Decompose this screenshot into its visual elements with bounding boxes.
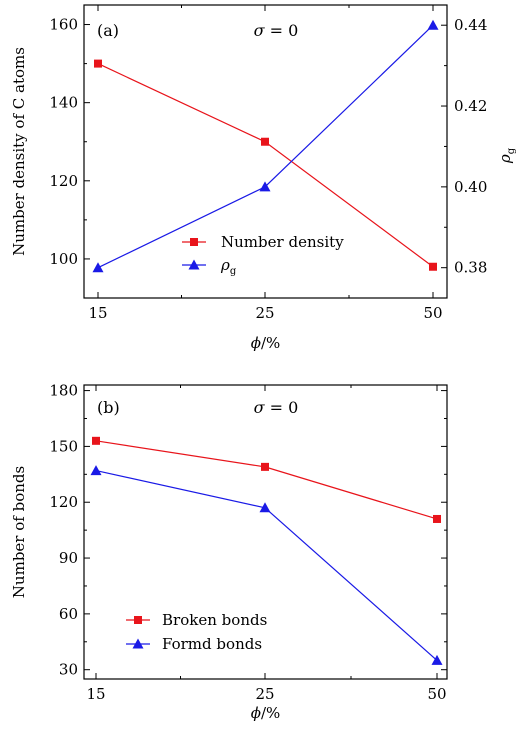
data-point-1-1 — [259, 502, 271, 513]
x-tick-label: 15 — [88, 304, 107, 322]
y-tick-label: 90 — [59, 549, 78, 567]
y-tick-label: 140 — [49, 94, 78, 112]
x-tick-label: 15 — [86, 685, 105, 703]
legend-marker-1 — [132, 638, 144, 649]
annotation: σ = 0 — [254, 21, 299, 40]
y-tick-label: 180 — [49, 382, 78, 400]
y-axis-label: Number of bonds — [10, 466, 28, 598]
data-point-1-1 — [259, 181, 271, 192]
data-point-1-2 — [427, 19, 439, 30]
legend-label-0: Broken bonds — [162, 611, 267, 629]
series-line-1 — [95, 470, 438, 661]
x-tick-label: 50 — [427, 685, 446, 703]
legend-label-1: ρg — [220, 256, 237, 277]
data-point-0-2 — [429, 262, 437, 271]
y-tick-label: 60 — [59, 605, 78, 623]
panel-label: (a) — [97, 21, 119, 40]
data-point-0-0 — [94, 59, 102, 68]
data-point-1-2 — [431, 654, 443, 665]
x-axis-label: ϕ/% — [251, 704, 281, 722]
plot-frame — [83, 384, 448, 680]
y-tick-label: 30 — [59, 661, 78, 679]
legend-marker-0 — [134, 616, 142, 624]
legend-marker-1 — [188, 259, 200, 270]
data-point-0-1 — [261, 462, 269, 471]
y-right-tick-label: 0.42 — [454, 97, 487, 115]
y-right-tick-label: 0.44 — [454, 16, 487, 34]
legend-label-1: Formd bonds — [162, 635, 262, 653]
y-tick-label: 100 — [49, 250, 78, 268]
plot-frame — [83, 4, 448, 299]
x-tick-label: 25 — [255, 685, 274, 703]
panel-a: 100 120 140 160 0.38 0.40 0.42 0.44 15 25 50 ϕ/% Num… — [10, 4, 517, 352]
data-point-1-0 — [90, 465, 102, 476]
y-right-tick-label: 0.40 — [454, 178, 487, 196]
data-point-0-1 — [261, 137, 269, 146]
legend-marker-0 — [190, 238, 198, 246]
y-axis-label: Number density of C atoms — [10, 47, 28, 256]
legend-label-0: Number density — [221, 233, 344, 251]
panel-b: 30 60 90 120 150 180 15 25 50 ϕ/% Number of bonds (… — [10, 382, 448, 722]
y-tick-label: 160 — [49, 16, 78, 34]
panel-label: (b) — [97, 398, 120, 417]
series-line-1 — [97, 24, 434, 269]
data-point-0-2 — [433, 514, 441, 523]
y-right-axis-label: ρg — [496, 147, 517, 164]
x-tick-label: 50 — [423, 304, 442, 322]
x-axis-label: ϕ/% — [251, 334, 281, 352]
y-tick-label: 150 — [49, 437, 78, 455]
y-tick-label: 120 — [49, 493, 78, 511]
x-tick-label: 25 — [255, 304, 274, 322]
y-right-tick-label: 0.38 — [454, 259, 487, 277]
annotation: σ = 0 — [254, 398, 299, 417]
data-point-1-0 — [92, 262, 104, 273]
y-tick-label: 120 — [49, 172, 78, 190]
data-point-0-0 — [92, 436, 100, 445]
